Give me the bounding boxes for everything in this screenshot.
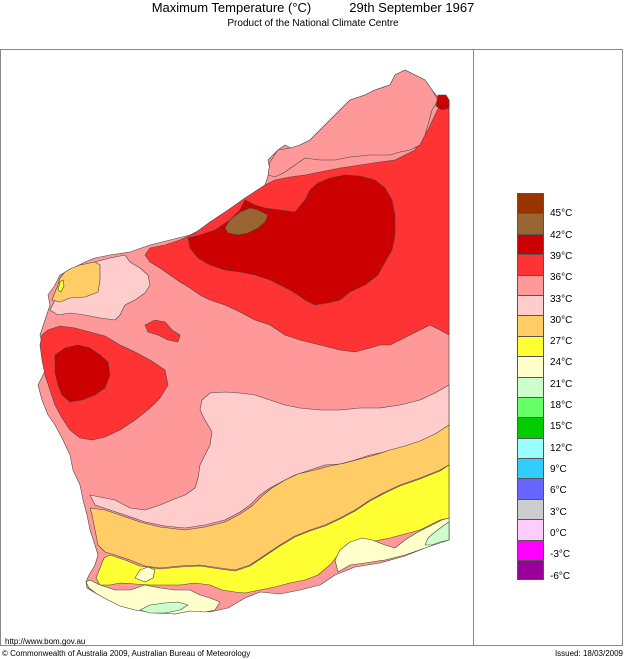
- legend-label: 33°C: [550, 294, 573, 305]
- legend-swatch: [517, 274, 544, 295]
- legend-swatch: [517, 417, 544, 438]
- legend-scale: [517, 193, 545, 581]
- zone-21-24-inland: [134, 566, 156, 583]
- legend-label: 15°C: [550, 421, 573, 432]
- legend-label: 39°C: [550, 251, 573, 262]
- zone-24-27-nwcape: [57, 279, 65, 293]
- legend-swatch: [517, 539, 544, 561]
- legend-swatch: [517, 315, 544, 336]
- source-link[interactable]: http://www.bom.gov.au: [5, 637, 86, 646]
- temperature-map: [37, 69, 450, 615]
- legend-label: 12°C: [550, 443, 573, 454]
- copyright-notice: © Commonwealth of Australia 2009, Austra…: [2, 649, 251, 658]
- legend-swatch: [517, 213, 544, 234]
- legend-swatch: [517, 437, 544, 459]
- title-variable: Maximum Temperature (°C): [151, 0, 312, 15]
- legend-label: 21°C: [550, 379, 573, 390]
- map-title: Maximum Temperature (°C) 29th September 1…: [0, 0, 626, 16]
- legend-swatch: [517, 519, 544, 540]
- legend-label: -3°C: [550, 549, 571, 560]
- legend-swatch: [517, 458, 544, 479]
- legend-label: -6°C: [550, 571, 571, 582]
- zone-27-30-goldfields: [89, 424, 450, 571]
- zone-42-45: [224, 207, 269, 236]
- legend-swatch: [517, 233, 544, 255]
- legend-swatch: [517, 376, 544, 397]
- legend-swatch: [517, 335, 544, 357]
- legend-swatch: [517, 396, 544, 418]
- legend-label: 18°C: [550, 400, 573, 411]
- legend-label: 3°C: [550, 507, 567, 518]
- title-date: 29th September 1967: [349, 0, 475, 15]
- legend-label: 6°C: [550, 485, 567, 496]
- zone-18-21-east: [424, 521, 450, 546]
- zone-36-39-inland: [144, 319, 181, 343]
- legend-swatch: [517, 193, 544, 214]
- legend-label: 30°C: [550, 315, 573, 326]
- legend-swatch: [517, 254, 544, 275]
- legend-swatch: [517, 560, 544, 581]
- zone-33-36-kimberley: [267, 69, 439, 178]
- legend-swatch: [517, 478, 544, 499]
- legend-swatch: [517, 498, 544, 520]
- zone-39-42-east: [435, 94, 450, 111]
- legend-label: 24°C: [550, 357, 573, 368]
- zone-21-24-esperance: [334, 517, 450, 573]
- zone-30-33-central: [89, 384, 450, 529]
- legend-label: 27°C: [550, 336, 573, 347]
- legend-label: 9°C: [550, 464, 567, 475]
- legend-label: 45°C: [550, 208, 573, 219]
- map-subtitle: Product of the National Climate Centre: [227, 18, 399, 29]
- legend-swatch: [517, 356, 544, 377]
- legend-label: 42°C: [550, 230, 573, 241]
- legend-label: 36°C: [550, 272, 573, 283]
- legend-label: 0°C: [550, 528, 567, 539]
- map-frame: [0, 49, 623, 646]
- zone-39-42-pilbara: [187, 174, 396, 306]
- zone-27-30-nwcape: [51, 261, 101, 303]
- legend-divider: [473, 49, 474, 646]
- legend-swatch: [517, 294, 544, 316]
- issued-date: Issued: 18/03/2009: [554, 649, 623, 658]
- zone-18-21-tip: [139, 601, 189, 614]
- zone-39-42-sharkbay: [54, 344, 111, 403]
